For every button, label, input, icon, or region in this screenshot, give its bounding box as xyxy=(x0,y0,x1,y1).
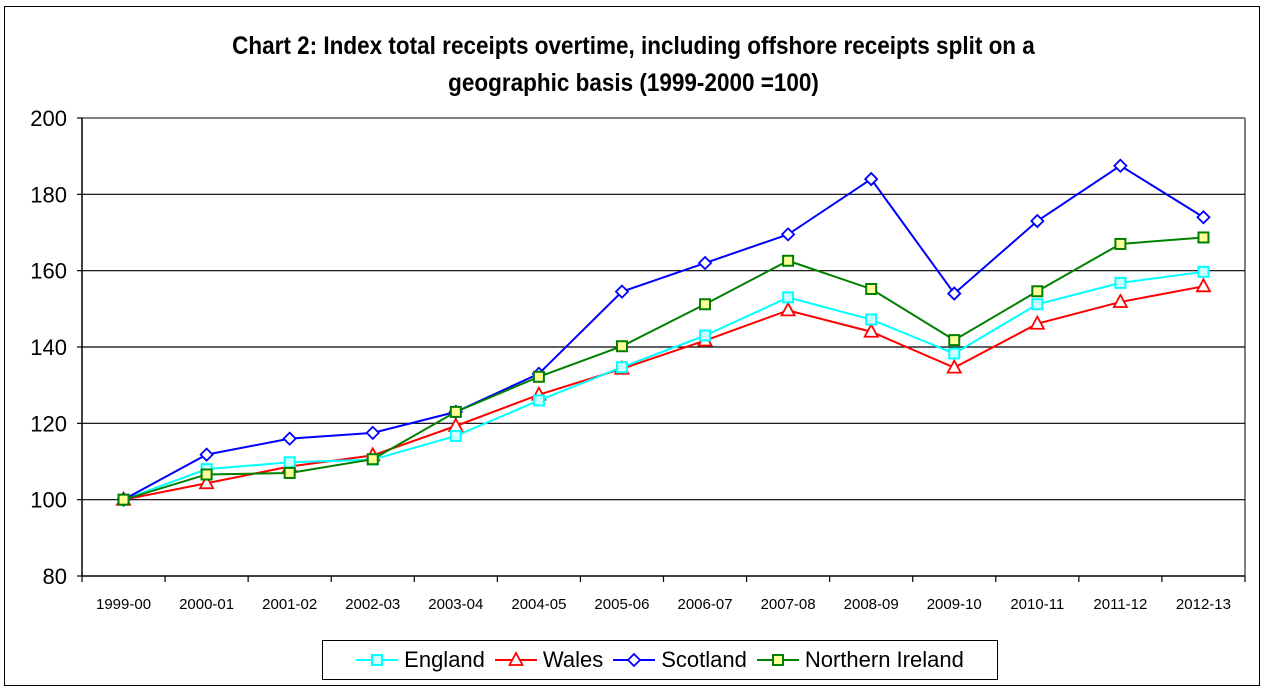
data-point-wales xyxy=(863,322,880,338)
legend-label: England xyxy=(404,647,485,672)
y-tick-label: 80 xyxy=(43,564,67,589)
data-point-wales xyxy=(946,358,963,374)
data-point-scotland xyxy=(1030,213,1045,229)
x-tick-label: 2010-11 xyxy=(1010,596,1064,613)
data-point-northern-ireland xyxy=(1114,237,1127,250)
data-point-england xyxy=(615,361,628,374)
data-point-northern-ireland xyxy=(615,340,628,353)
data-point-england xyxy=(449,429,462,442)
data-point-scotland xyxy=(863,171,879,187)
legend-swatch-england xyxy=(356,654,399,666)
x-tick-label: 2000-01 xyxy=(179,596,234,613)
x-tick-label: 2005-06 xyxy=(594,596,649,613)
data-point-scotland xyxy=(1113,158,1128,173)
chart-legend: England Wales Scotland Northern Ireland xyxy=(322,640,998,680)
data-point-england xyxy=(948,347,961,360)
legend-label: Scotland xyxy=(661,647,747,672)
legend-swatch-scotland xyxy=(613,652,656,668)
x-tick-label: 2012-13 xyxy=(1176,596,1231,613)
data-point-northern-ireland xyxy=(699,298,712,311)
series-line-northern-ireland xyxy=(123,236,1204,501)
legend-label: Wales xyxy=(542,647,604,672)
series-northern-ireland xyxy=(117,231,1210,506)
data-point-northern-ireland xyxy=(117,493,130,506)
data-point-england xyxy=(699,329,712,342)
x-tick-label: 2008-09 xyxy=(844,596,899,613)
chart-title: Chart 2: Index total receipts overtime, … xyxy=(63,28,1203,102)
data-point-england xyxy=(283,456,296,469)
data-point-northern-ireland xyxy=(366,453,379,466)
data-point-england xyxy=(532,394,545,407)
data-point-scotland xyxy=(614,284,630,299)
data-point-england xyxy=(782,291,795,304)
legend-item-scotland: Scotland xyxy=(613,647,747,673)
x-tick-label: 2009-10 xyxy=(927,596,982,613)
data-point-scotland xyxy=(697,255,713,271)
data-point-scotland xyxy=(946,286,962,301)
data-point-northern-ireland xyxy=(283,466,296,479)
x-tick-label: 2007-08 xyxy=(761,596,816,613)
x-tick-label: 1999-00 xyxy=(96,596,151,613)
legend-item-wales: Wales xyxy=(494,647,604,673)
series-line-scotland xyxy=(123,164,1204,501)
data-point-wales xyxy=(1029,314,1046,330)
data-point-northern-ireland xyxy=(1197,231,1210,244)
data-point-northern-ireland xyxy=(1031,285,1044,298)
data-point-northern-ireland xyxy=(948,334,961,347)
data-point-scotland xyxy=(282,431,297,446)
y-tick-label: 160 xyxy=(30,259,67,284)
data-point-wales xyxy=(198,474,215,490)
data-point-wales xyxy=(780,301,797,317)
y-tick-label: 120 xyxy=(30,411,67,436)
x-tick-label: 2003-04 xyxy=(428,596,483,613)
data-point-scotland xyxy=(199,447,214,462)
series-wales xyxy=(115,277,1212,506)
legend-item-northern-ireland: Northern Ireland xyxy=(756,647,964,673)
legend-label: Northern Ireland xyxy=(804,647,964,672)
data-point-northern-ireland xyxy=(865,282,878,295)
series-line-england xyxy=(123,270,1204,501)
data-point-england xyxy=(1114,276,1127,289)
data-point-northern-ireland xyxy=(200,468,213,481)
data-point-england xyxy=(865,313,878,326)
series-scotland xyxy=(116,158,1211,507)
data-point-scotland xyxy=(365,425,381,441)
x-tick-label: 2001-02 xyxy=(262,596,317,613)
legend-marker xyxy=(626,652,642,668)
x-tick-label: 2011-12 xyxy=(1093,596,1147,613)
x-tick-label: 2002-03 xyxy=(345,596,400,613)
legend-swatch-northern-ireland xyxy=(756,654,799,666)
chart-frame xyxy=(4,6,1260,686)
y-tick-label: 100 xyxy=(30,488,67,513)
data-point-northern-ireland xyxy=(782,254,795,267)
legend-swatch-wales xyxy=(494,651,537,666)
legend-item-england: England xyxy=(356,647,485,673)
chart-title-line-2: geographic basis (1999-2000 =100) xyxy=(448,69,819,97)
data-point-wales xyxy=(1195,277,1212,293)
data-point-northern-ireland xyxy=(449,405,462,418)
y-tick-label: 180 xyxy=(30,182,67,207)
data-point-england xyxy=(1031,298,1044,311)
legend-marker xyxy=(771,654,784,666)
data-point-northern-ireland xyxy=(532,370,545,383)
chart-title-line-1: Chart 2: Index total receipts overtime, … xyxy=(232,32,1035,60)
x-tick-label: 2004-05 xyxy=(511,596,566,613)
y-tick-label: 200 xyxy=(30,106,67,131)
series-england xyxy=(117,265,1210,506)
y-tick-label: 140 xyxy=(30,335,67,360)
data-point-scotland xyxy=(1196,209,1211,225)
series-line-wales xyxy=(123,285,1204,501)
x-tick-label: 2006-07 xyxy=(678,596,733,613)
legend-marker xyxy=(371,654,384,666)
data-point-wales xyxy=(1112,293,1129,308)
legend-marker xyxy=(507,651,524,666)
data-point-scotland xyxy=(780,227,796,242)
data-point-england xyxy=(1197,265,1210,278)
